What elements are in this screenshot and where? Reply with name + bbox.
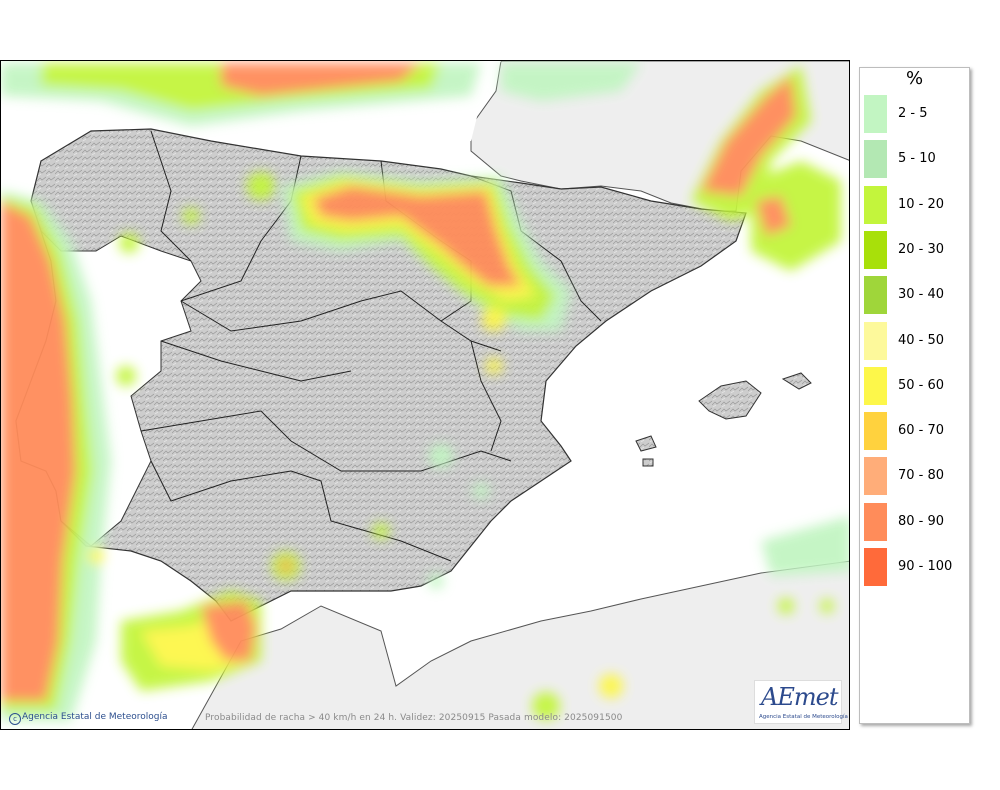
legend-item: 30 - 40 — [864, 273, 968, 315]
legend-swatch — [864, 230, 887, 269]
legend-label: 90 - 100 — [898, 559, 953, 574]
legend-label: 20 - 30 — [898, 241, 945, 257]
legend-item: 5 - 10 — [864, 137, 968, 179]
legend-swatch — [864, 366, 887, 405]
legend-item: 40 - 50 — [864, 319, 968, 360]
legend-label: 30 - 40 — [898, 287, 945, 303]
legend-swatch — [864, 140, 887, 179]
logo-subtitle: Agencia Estatal de Meteorología — [759, 714, 848, 720]
legend-swatch — [864, 502, 887, 541]
legend-swatch — [864, 321, 887, 360]
legend-item: 20 - 30 — [864, 228, 968, 269]
legend-label: 60 - 70 — [898, 423, 945, 439]
probability-shading — [1, 63, 849, 721]
balearic-islands — [635, 372, 812, 467]
legend-unit: % — [905, 68, 924, 89]
legend-label: 80 - 90 — [898, 513, 945, 529]
credit-text: Agencia Estatal de Meteorología — [22, 712, 168, 722]
legend-item: 90 - 100 — [864, 545, 968, 586]
credit-icon: c — [9, 713, 21, 725]
legend-item: 70 - 80 — [864, 454, 968, 496]
legend-swatch — [864, 412, 887, 451]
legend-label: 50 - 60 — [898, 377, 945, 393]
legend-swatch — [864, 548, 887, 586]
legend-swatch — [864, 276, 887, 315]
legend-label: 10 - 20 — [898, 196, 945, 212]
probability-map: c — [0, 60, 850, 730]
logo-text: AEmet — [761, 683, 838, 711]
map-caption: Probabilidad de racha > 40 km/h en 24 h.… — [205, 713, 623, 723]
legend-item: 80 - 90 — [864, 500, 968, 541]
legend-label: 2 - 5 — [898, 106, 928, 121]
legend-label: 40 - 50 — [898, 332, 945, 348]
legend-swatch — [864, 457, 887, 496]
aemet-logo: AEmet Agencia Estatal de Meteorología — [754, 680, 848, 724]
legend-item: 60 - 70 — [864, 409, 968, 451]
legend: % 2 - 5 5 - 10 10 - 20 20 - 30 30 - 40 40 - 5… — [859, 67, 970, 724]
legend-label: 5 - 10 — [898, 151, 936, 167]
legend-item: 10 - 20 — [864, 183, 968, 224]
legend-item: 50 - 60 — [864, 364, 968, 405]
legend-label: 70 - 80 — [898, 468, 945, 484]
legend-swatch — [864, 95, 887, 133]
legend-swatch — [864, 185, 887, 224]
map-canvas — [1, 61, 849, 729]
legend-item: 2 - 5 — [864, 92, 968, 133]
